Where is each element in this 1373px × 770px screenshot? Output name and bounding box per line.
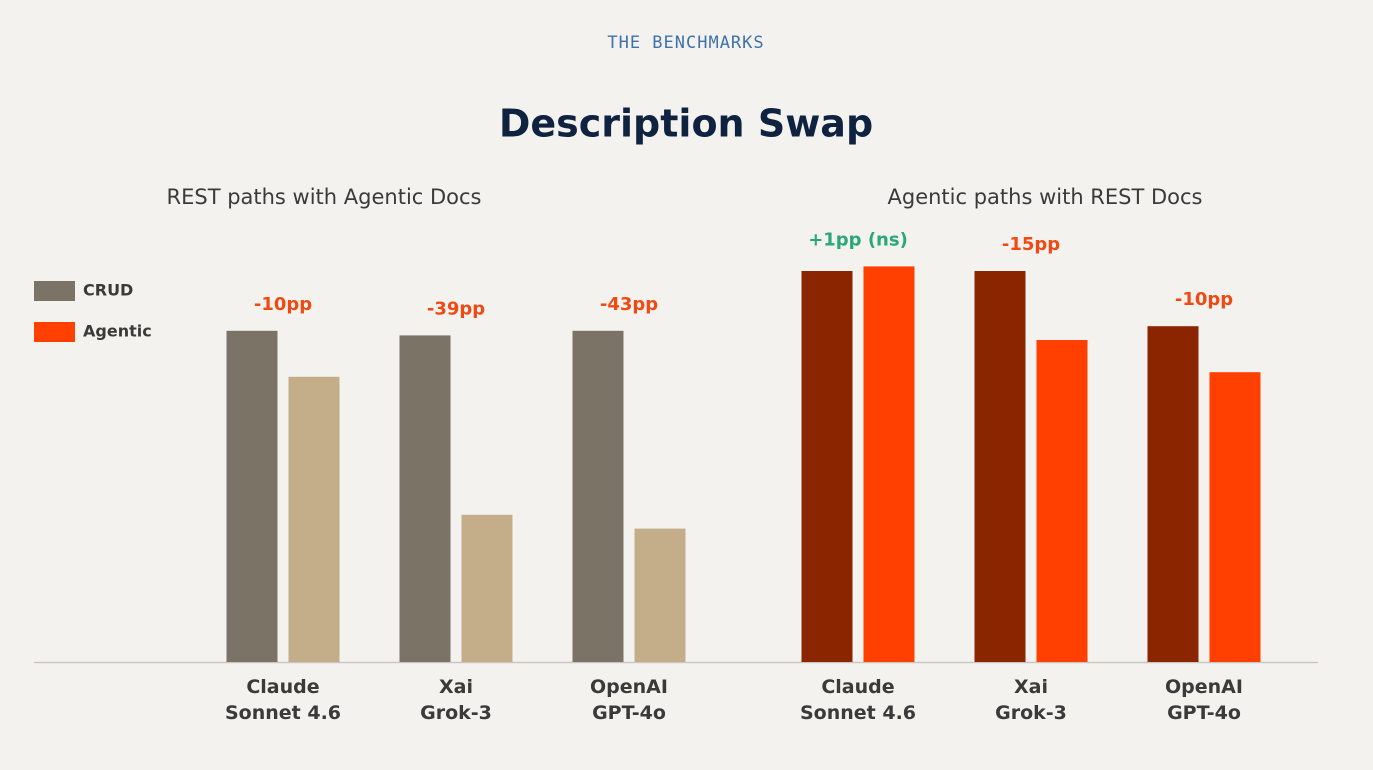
bar xyxy=(1209,372,1261,662)
x-tick-label: Xai Grok-3 xyxy=(420,676,492,724)
bar xyxy=(974,271,1026,662)
bar xyxy=(634,528,686,662)
chart-title: REST paths with Agentic Docs xyxy=(167,185,482,209)
bar xyxy=(288,376,340,662)
chart-title: Agentic paths with REST Docs xyxy=(888,185,1203,209)
delta-label: -43pp xyxy=(600,294,658,315)
bar xyxy=(461,514,513,662)
page-title: Description Swap xyxy=(499,102,873,146)
x-tick-label: Xai Grok-3 xyxy=(995,676,1067,724)
legend-label: CRUD xyxy=(83,281,133,300)
legend-swatch xyxy=(34,281,75,301)
delta-label: -15pp xyxy=(1002,234,1060,255)
x-tick-label: OpenAI GPT-4o xyxy=(1165,676,1243,724)
bar xyxy=(399,335,451,662)
bar xyxy=(226,330,278,662)
x-tick-label: Claude Sonnet 4.6 xyxy=(225,676,341,724)
delta-label: -39pp xyxy=(427,298,485,319)
legend-label: Agentic xyxy=(83,322,152,341)
delta-label: -10pp xyxy=(254,294,312,315)
bar xyxy=(1147,326,1199,662)
legend-swatch xyxy=(34,322,75,342)
x-tick-label: OpenAI GPT-4o xyxy=(590,676,668,724)
bar xyxy=(572,330,624,662)
delta-label: -10pp xyxy=(1175,289,1233,310)
x-tick-label: Claude Sonnet 4.6 xyxy=(800,676,916,724)
bar xyxy=(801,271,853,662)
delta-label: +1pp (ns) xyxy=(808,229,908,250)
eyebrow: THE BENCHMARKS xyxy=(607,33,764,53)
bar xyxy=(863,266,915,662)
bar xyxy=(1036,340,1088,662)
